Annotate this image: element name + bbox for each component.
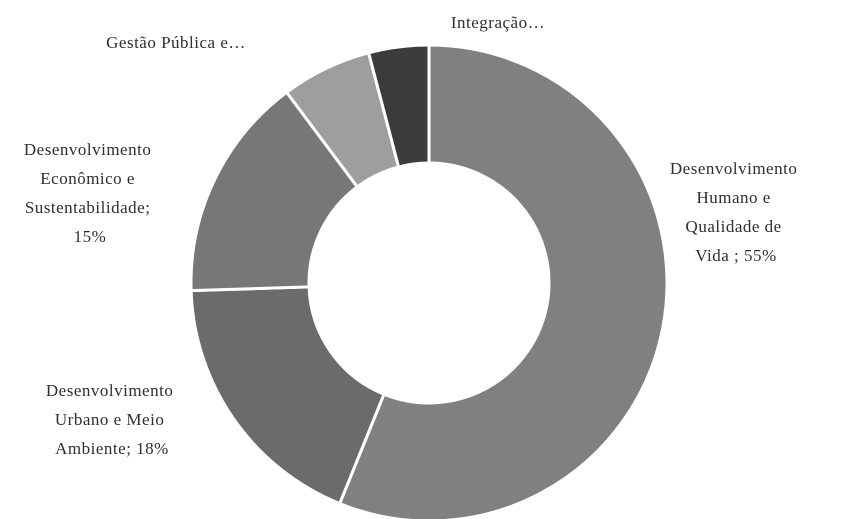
donut-slice-1 — [189, 285, 386, 506]
donut-slice-2 — [189, 90, 360, 293]
slice-label-gestao-publica: Gestão Pública e… — [106, 33, 246, 52]
donut-slices — [189, 43, 669, 519]
slice-label-desenvolvimento-humano: Desenvolvimento Humano e Qualidade de Vi… — [670, 159, 802, 265]
donut-slice-4 — [366, 43, 431, 169]
slice-label-desenvolvimento-economico: Desenvolvimento Econômico e Sustentabili… — [24, 140, 156, 246]
donut-slice-0 — [337, 43, 669, 519]
slice-label-desenvolvimento-urbano: Desenvolvimento Urbano e Meio Ambiente; … — [46, 381, 178, 458]
slice-label-integracao: Integração… — [451, 13, 545, 32]
